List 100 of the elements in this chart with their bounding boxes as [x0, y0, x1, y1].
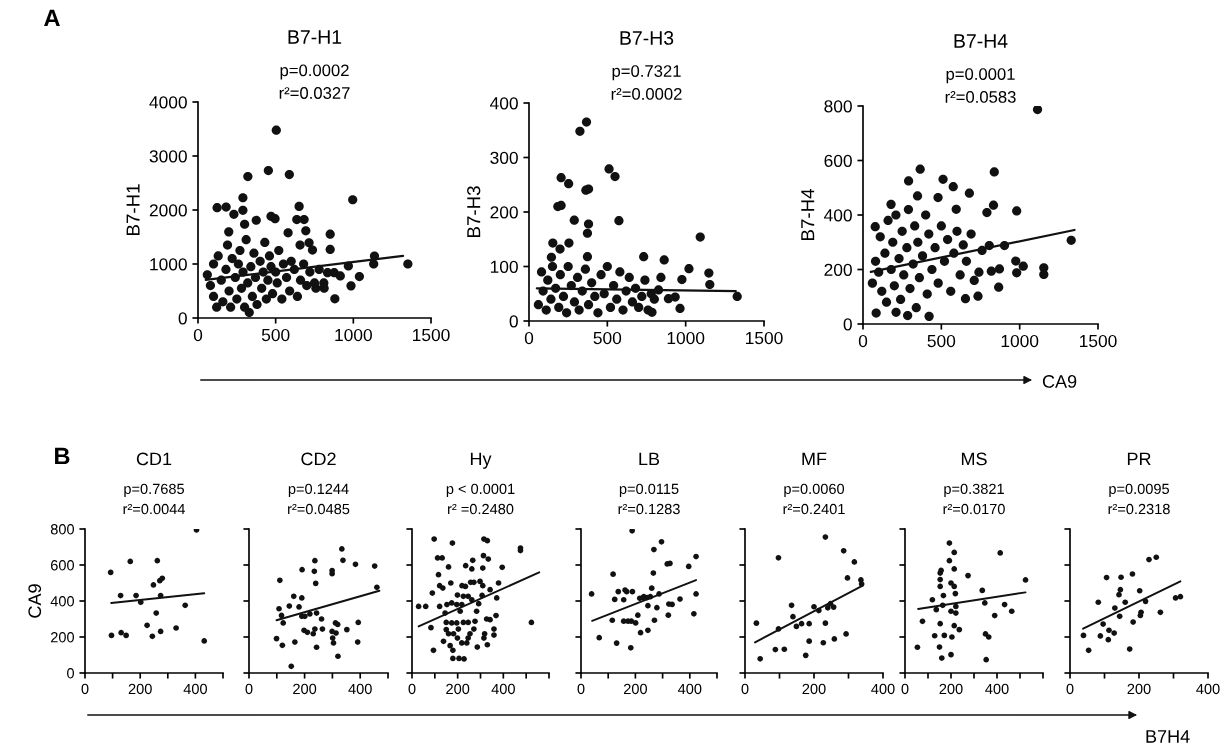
x-axis-title: CA9: [1042, 375, 1077, 388]
point: [1177, 593, 1184, 600]
text: p=0.0001: [946, 68, 1015, 84]
chart-title: MS: [961, 452, 987, 466]
text: r²=0.1283: [618, 503, 680, 515]
point: [290, 593, 297, 600]
point: [634, 612, 641, 619]
text: p=0.0095: [1109, 483, 1170, 497]
x-tick-label: 0: [81, 683, 89, 695]
point: [1111, 605, 1118, 611]
point: [1146, 556, 1152, 563]
x-tick-label: 200: [1127, 683, 1151, 695]
point: [802, 652, 809, 659]
point: [318, 616, 325, 622]
y-tick-label: 400: [824, 209, 852, 222]
x-tick-label: 400: [348, 683, 372, 695]
point: [753, 620, 760, 626]
text: r²=0.2318: [1108, 503, 1170, 515]
point: [658, 538, 665, 545]
point: [319, 626, 326, 632]
y-tick-label: 600: [50, 560, 75, 571]
chart-title: CD1: [136, 452, 172, 466]
point: [627, 644, 634, 651]
point: [611, 596, 618, 603]
text: r²=0.0002: [611, 88, 682, 100]
text: A: [44, 9, 60, 27]
text: r²=0.0327: [279, 87, 350, 99]
point: [123, 632, 129, 639]
point: [685, 563, 692, 570]
point: [133, 592, 139, 599]
point: [997, 550, 1004, 556]
point: [914, 644, 921, 651]
y-tick-label: 300: [490, 151, 518, 164]
point: [937, 583, 944, 590]
point: [1103, 574, 1110, 581]
x-tick-label: 500: [261, 328, 290, 342]
point: [312, 557, 318, 564]
y-tick-label: 4000: [149, 96, 187, 109]
point: [645, 602, 651, 609]
point: [822, 620, 829, 626]
point: [296, 604, 302, 610]
text: r²=0.0170: [943, 503, 1005, 515]
point: [1122, 599, 1129, 606]
y-tick-label: 0: [843, 318, 852, 331]
y-tick-label: 2000: [149, 204, 187, 217]
point: [335, 653, 341, 660]
point: [588, 591, 595, 597]
chart-title: LB: [639, 452, 660, 466]
text: r²=0.0583: [945, 91, 1016, 103]
point: [1008, 608, 1015, 615]
x-tick-label: 0: [741, 683, 749, 695]
x-tick-label: 0: [1066, 683, 1074, 695]
text: p=0.1244: [288, 483, 349, 497]
point: [1095, 599, 1102, 606]
text: p=0.0115: [619, 483, 679, 497]
point: [798, 620, 805, 627]
point: [806, 620, 813, 627]
y-tick-label: 800: [824, 100, 852, 113]
point: [313, 644, 320, 651]
point: [313, 610, 320, 616]
point: [1100, 621, 1106, 627]
point: [637, 629, 644, 636]
x-tick-label: 1500: [746, 331, 783, 345]
point: [312, 580, 319, 587]
y-tick-label: 600: [824, 154, 852, 167]
x-tick-label: 200: [446, 683, 470, 695]
point: [651, 617, 658, 624]
point: [1172, 595, 1179, 601]
point: [277, 577, 283, 584]
point: [843, 631, 849, 637]
point: [150, 582, 157, 588]
point: [118, 629, 125, 636]
point: [609, 617, 616, 624]
point: [1097, 633, 1104, 639]
text: p=0.7685: [124, 483, 185, 497]
point: [650, 570, 657, 576]
y-tick-label: 0: [509, 315, 518, 328]
point: [929, 596, 936, 603]
point: [354, 639, 361, 645]
point: [665, 612, 672, 619]
y-tick-label: 400: [50, 596, 75, 607]
point: [302, 613, 308, 620]
y-tick-label: 100: [490, 260, 518, 273]
text: r²=0.0044: [123, 503, 185, 515]
x-tick-label: 200: [939, 683, 963, 695]
x-tick-label: 1500: [413, 328, 450, 342]
point: [1022, 577, 1029, 583]
point: [1157, 609, 1164, 616]
text: p=0.0002: [280, 64, 349, 80]
point: [286, 603, 293, 609]
point: [936, 644, 943, 650]
point: [182, 602, 189, 609]
chart-title: B7-H4: [954, 34, 1008, 48]
point: [938, 655, 945, 661]
x-tick-label: 200: [623, 683, 647, 695]
point: [677, 596, 683, 602]
x-tick-label: 400: [677, 683, 702, 695]
point: [1118, 574, 1124, 581]
point: [596, 634, 603, 641]
point: [772, 646, 779, 653]
